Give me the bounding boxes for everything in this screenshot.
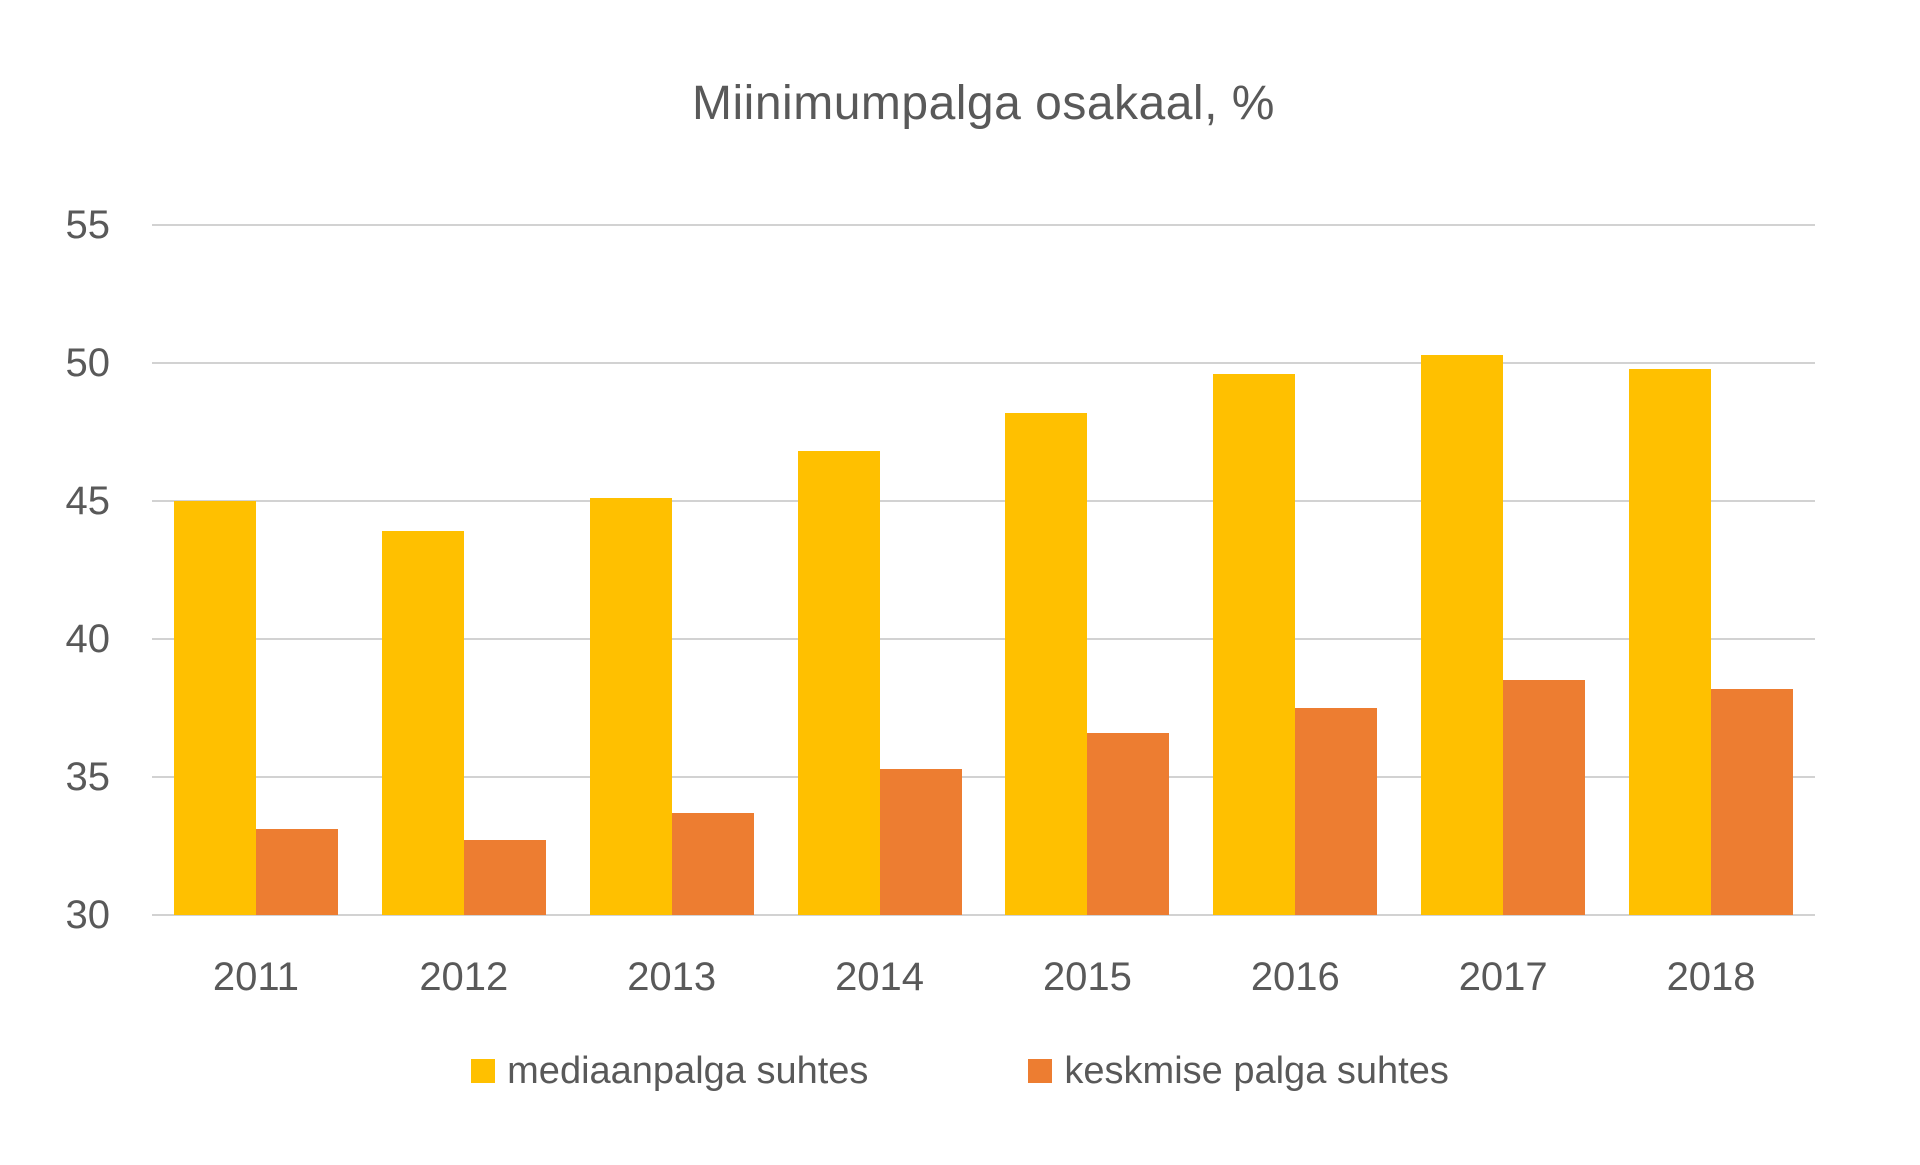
- bar-series0-2012: [381, 531, 464, 915]
- bar-group-2016: [1191, 225, 1399, 915]
- legend-item-average: keskmise palga suhtes: [1028, 1050, 1449, 1092]
- bar-series1-2015: [1087, 732, 1170, 915]
- x-tick-label-2015: 2015: [1042, 955, 1132, 999]
- bar-series0-2017: [1421, 354, 1504, 915]
- x-tick-label-2011: 2011: [212, 955, 299, 999]
- bar-group-2011: [152, 225, 360, 915]
- bar-series1-2014: [879, 768, 962, 915]
- bar-group-2017: [1399, 225, 1607, 915]
- bar-series0-2011: [173, 501, 256, 915]
- bar-group-2013: [568, 225, 776, 915]
- legend-swatch-average-icon: [1028, 1059, 1053, 1083]
- bar-series0-2015: [1005, 412, 1088, 915]
- bar-series1-2011: [255, 829, 338, 915]
- legend-item-median: mediaanpalga suhtes: [471, 1052, 868, 1090]
- gridline-50: [152, 362, 1815, 364]
- bar-group-2015: [984, 225, 1192, 915]
- gridline-30: [152, 914, 1815, 916]
- bar-series0-2013: [589, 498, 672, 915]
- bar-series1-2013: [671, 812, 754, 915]
- bar-group-2018: [1607, 225, 1815, 915]
- plot-area: 2011 2012 2013 2014 2015 2016 2017 2018 30 35 40 4…: [66, 205, 1815, 997]
- bar-series1-2018: [1711, 688, 1794, 915]
- bar-series0-2018: [1629, 368, 1712, 915]
- y-tick-label-50: 50: [65, 341, 111, 385]
- bar-series0-2014: [797, 451, 880, 915]
- y-tick-label-40: 40: [65, 617, 111, 661]
- x-tick-label-2013: 2013: [627, 955, 717, 999]
- bar-series1-2016: [1295, 708, 1378, 915]
- legend: mediaanpalga suhtes keskmise palga suhte…: [0, 1052, 1920, 1090]
- gridline-40: [152, 638, 1815, 640]
- bar-series1-2017: [1503, 680, 1586, 915]
- x-tick-label-2016: 2016: [1250, 955, 1340, 999]
- bar-group-2014: [776, 225, 984, 915]
- bars-container: [152, 225, 1815, 915]
- legend-label-median: mediaanpalga suhtes: [507, 1050, 869, 1092]
- gridline-45: [152, 500, 1815, 502]
- legend-label-average: keskmise palga suhtes: [1064, 1050, 1449, 1092]
- x-axis-labels: 2011 2012 2013 2014 2015 2016 2017 2018: [152, 957, 1815, 997]
- y-tick-label-35: 35: [65, 755, 111, 799]
- legend-swatch-median-icon: [471, 1059, 496, 1083]
- y-tick-label-55: 55: [65, 203, 111, 247]
- gridline-35: [152, 776, 1815, 778]
- gridline-55: [152, 224, 1815, 226]
- bar-series0-2016: [1213, 374, 1296, 915]
- x-tick-label-2012: 2012: [419, 955, 509, 999]
- bar-group-2012: [360, 225, 568, 915]
- bar-series1-2012: [463, 840, 546, 915]
- y-tick-label-45: 45: [65, 479, 111, 523]
- x-tick-label-2017: 2017: [1458, 955, 1548, 999]
- x-tick-label-2014: 2014: [835, 955, 925, 999]
- x-tick-label-2018: 2018: [1666, 955, 1756, 999]
- chart-title: Miinimumpalga osakaal, %: [692, 77, 1275, 130]
- y-tick-label-30: 30: [65, 893, 111, 937]
